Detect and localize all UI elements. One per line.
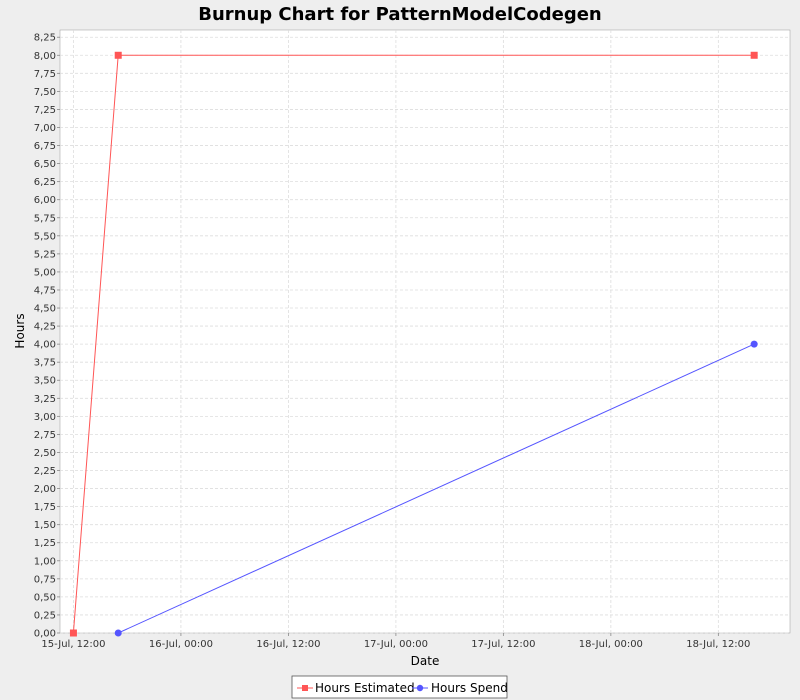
y-tick-label: 7,75 xyxy=(34,69,56,80)
y-axis-label: Hours xyxy=(13,313,27,348)
y-tick-label: 5,75 xyxy=(34,213,56,224)
data-point xyxy=(750,51,758,59)
y-tick-label: 3,00 xyxy=(34,412,56,423)
data-point xyxy=(750,340,758,348)
y-tick-label: 4,25 xyxy=(34,322,56,333)
data-point xyxy=(114,629,122,637)
legend-marker-square xyxy=(302,685,308,691)
y-tick-label: 8,00 xyxy=(34,51,56,62)
x-tick-label: 16-Jul, 00:00 xyxy=(149,639,213,650)
y-tick-label: 1,00 xyxy=(34,556,56,567)
chart-title: Burnup Chart for PatternModelCodegen xyxy=(198,4,602,25)
y-tick-label: 8,25 xyxy=(34,33,56,44)
y-tick-label: 2,00 xyxy=(34,484,56,495)
y-tick-label: 3,75 xyxy=(34,358,56,369)
legend-box xyxy=(291,675,508,699)
grid-lines xyxy=(60,30,790,634)
x-axis-ticks: 15-Jul, 12:00 16-Jul, 00:00 16-Jul, 12:00 1… xyxy=(41,633,750,650)
legend: Hours Estimated Hours Spend xyxy=(291,675,508,699)
x-tick-label: 16-Jul, 12:00 xyxy=(256,639,320,650)
y-tick-label: 4,00 xyxy=(34,340,56,351)
y-tick-label: 4,75 xyxy=(34,285,56,296)
y-tick-label: 5,50 xyxy=(34,231,56,242)
y-tick-label: 0,00 xyxy=(34,629,56,640)
x-tick-label: 17-Jul, 00:00 xyxy=(364,639,428,650)
y-tick-label: 6,25 xyxy=(34,177,56,188)
legend-marker-circle xyxy=(416,684,424,692)
y-tick-label: 7,25 xyxy=(34,105,56,116)
series-hours-estimated xyxy=(69,51,758,637)
series-layer xyxy=(69,51,758,637)
x-tick-label: 18-Jul, 12:00 xyxy=(686,639,750,650)
y-tick-label: 5,25 xyxy=(34,249,56,260)
data-point xyxy=(114,51,122,59)
x-tick-label: 18-Jul, 00:00 xyxy=(579,639,643,650)
y-tick-label: 1,50 xyxy=(34,520,56,531)
y-tick-label: 5,00 xyxy=(34,267,56,278)
y-tick-label: 1,25 xyxy=(34,538,56,549)
y-tick-label: 0,25 xyxy=(34,610,56,621)
y-tick-label: 2,75 xyxy=(34,430,56,441)
y-tick-label: 3,50 xyxy=(34,376,56,387)
y-tick-label: 6,50 xyxy=(34,159,56,170)
y-tick-label: 7,50 xyxy=(34,87,56,98)
x-axis-label: Date xyxy=(411,654,440,668)
data-point xyxy=(69,629,77,637)
series-hours-spend xyxy=(114,340,758,637)
series-line xyxy=(117,343,755,634)
y-tick-label: 0,50 xyxy=(34,592,56,603)
y-tick-label: 6,00 xyxy=(34,195,56,206)
x-tick-label: 15-Jul, 12:00 xyxy=(41,639,105,650)
legend-item-hours-estimated: Hours Estimated xyxy=(297,681,415,695)
y-tick-label: 7,00 xyxy=(34,123,56,134)
y-tick-label: 3,25 xyxy=(34,394,56,405)
y-tick-label: 2,50 xyxy=(34,448,56,459)
y-tick-label: 0,75 xyxy=(34,574,56,585)
legend-label-hours-estimated: Hours Estimated xyxy=(315,681,415,695)
y-tick-label: 4,50 xyxy=(34,304,56,315)
y-tick-label: 6,75 xyxy=(34,141,56,152)
legend-item-hours-spend: Hours Spend xyxy=(412,681,508,695)
y-axis-ticks: 0,00 0,25 0,50 0,75 1,00 1,25 1,50 1,75 2,00 2,25… xyxy=(34,33,60,640)
x-tick-label: 17-Jul, 12:00 xyxy=(471,639,535,650)
y-tick-label: 2,25 xyxy=(34,466,56,477)
y-tick-label: 1,75 xyxy=(34,502,56,513)
legend-label-hours-spend: Hours Spend xyxy=(431,681,508,695)
plot-area xyxy=(59,29,791,634)
